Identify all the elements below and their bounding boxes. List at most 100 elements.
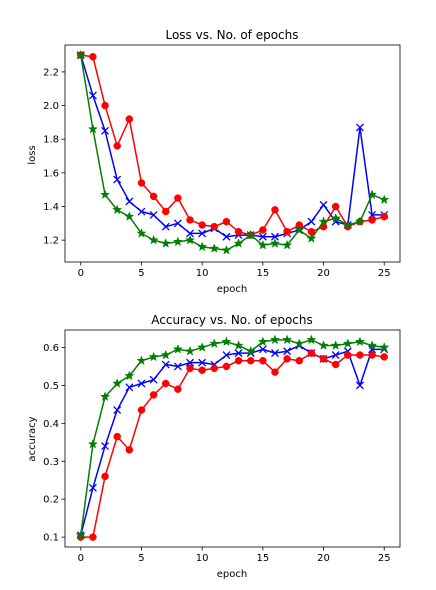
accuracy-series-1-point <box>101 472 109 481</box>
accuracy-series-2-point <box>184 345 196 356</box>
loss-series-1-point <box>259 226 267 234</box>
accuracy-series-1-point <box>344 351 352 359</box>
accuracy-series-1-point <box>307 349 316 357</box>
accuracy-y-tick-label: 0.1 <box>43 533 59 544</box>
accuracy-series-2-point <box>282 334 293 345</box>
loss-series-1-point <box>161 207 170 216</box>
loss-chart-ylabel: loss <box>27 145 38 164</box>
loss-series-1-point <box>101 101 109 110</box>
accuracy-series-2-point <box>99 391 111 402</box>
accuracy-series-2-point <box>318 340 329 350</box>
accuracy-series-2-point <box>330 340 341 350</box>
accuracy-y-tick-label: 0.4 <box>43 419 59 430</box>
loss-y-tick-label: 1.4 <box>43 202 59 213</box>
accuracy-series-1-point <box>259 356 267 365</box>
loss-series-0-point <box>198 229 207 238</box>
accuracy-plot-frame <box>64 329 401 548</box>
accuracy-series-1-point <box>295 356 304 365</box>
loss-series-1-point <box>283 227 291 236</box>
accuracy-series-2-point <box>306 334 317 345</box>
accuracy-series-2-point <box>294 338 305 348</box>
loss-series-1-point <box>210 222 219 231</box>
loss-series-0-point <box>271 232 279 241</box>
accuracy-series-1-point <box>198 366 206 374</box>
loss-x-tick-label: 25 <box>378 268 391 279</box>
loss-series-1-line <box>80 54 385 236</box>
accuracy-series-2-point <box>269 334 281 345</box>
accuracy-series-0-line <box>80 344 385 536</box>
loss-series-2-point <box>306 233 317 243</box>
loss-series-0-point <box>307 217 316 226</box>
loss-series-0-point <box>258 232 267 241</box>
accuracy-series-2-point <box>257 336 268 347</box>
accuracy-series-1-point <box>137 406 146 414</box>
accuracy-series-1-point <box>319 355 328 363</box>
accuracy-series-1-point <box>125 446 134 454</box>
accuracy-series-2-point <box>87 438 98 449</box>
loss-series-0-point <box>186 229 194 238</box>
accuracy-x-tick-label: 0 <box>78 553 84 564</box>
accuracy-series-1-point <box>380 353 388 361</box>
accuracy-series-2-point <box>172 344 183 354</box>
accuracy-series-2-point <box>342 338 353 348</box>
loss-series-0-point <box>173 219 182 228</box>
accuracy-series-1-point <box>368 351 376 359</box>
loss-series-2-point <box>209 243 220 253</box>
loss-series-1-point <box>137 179 146 187</box>
loss-y-tick-label: 1.2 <box>43 236 59 247</box>
loss-series-2-point <box>148 234 159 245</box>
loss-series-1-point <box>113 142 121 150</box>
loss-series-2-point <box>318 216 329 226</box>
loss-series-2-point <box>87 123 98 134</box>
loss-series-2-point <box>112 204 123 215</box>
accuracy-series-2-point <box>148 351 159 362</box>
loss-series-2-point <box>342 219 353 230</box>
loss-series-0-point <box>137 207 146 216</box>
loss-series-2-point <box>172 236 183 247</box>
loss-series-1-point <box>234 227 243 236</box>
accuracy-series-0-point <box>101 442 110 451</box>
loss-series-1-point <box>186 216 194 224</box>
loss-series-0-point <box>149 210 158 219</box>
loss-x-tick-label: 15 <box>256 268 269 279</box>
loss-series-0-point <box>101 126 110 135</box>
accuracy-series-0-point <box>88 483 97 492</box>
loss-plot-frame <box>64 44 401 263</box>
loss-series-1-point <box>331 202 340 211</box>
loss-series-1-point <box>125 115 134 123</box>
accuracy-series-0-point <box>271 349 279 358</box>
loss-series-2-point <box>75 49 86 60</box>
accuracy-series-1-point <box>222 362 231 371</box>
accuracy-y-tick-label: 0.6 <box>43 343 59 354</box>
loss-series-1-point <box>368 216 376 224</box>
accuracy-series-1-point <box>174 385 182 393</box>
loss-series-0-point <box>113 175 122 184</box>
loss-series-0-point <box>319 200 328 209</box>
loss-series-1-point <box>380 212 388 221</box>
loss-x-tick-label: 10 <box>196 268 209 279</box>
accuracy-series-2-point <box>112 378 123 388</box>
accuracy-series-2-point <box>75 529 86 540</box>
accuracy-series-0-point <box>137 379 146 388</box>
loss-series-2-point <box>257 239 268 250</box>
accuracy-x-tick-label: 25 <box>378 553 391 564</box>
loss-chart-title: Loss vs. No. of epochs <box>165 28 298 42</box>
accuracy-series-1-point <box>356 351 364 359</box>
accuracy-series-1-point <box>186 364 194 373</box>
loss-y-tick-label: 2.2 <box>43 67 59 78</box>
accuracy-series-2-point <box>221 336 232 347</box>
accuracy-series-2-point <box>160 349 171 360</box>
loss-x-tick-label: 20 <box>317 268 330 279</box>
loss-series-2-point <box>197 241 208 252</box>
accuracy-x-tick-label: 5 <box>138 553 144 564</box>
accuracy-chart: Accuracy vs. No. of epochs epoch accurac… <box>27 313 401 580</box>
accuracy-series-0-point <box>258 345 267 354</box>
loss-series-2-point <box>99 189 111 200</box>
accuracy-series-1-point <box>283 355 291 363</box>
accuracy-chart-xlabel: epoch <box>217 569 247 580</box>
loss-series-0-point <box>355 123 364 132</box>
accuracy-series-0-point <box>234 349 243 358</box>
loss-y-tick-label: 1.6 <box>43 168 59 179</box>
